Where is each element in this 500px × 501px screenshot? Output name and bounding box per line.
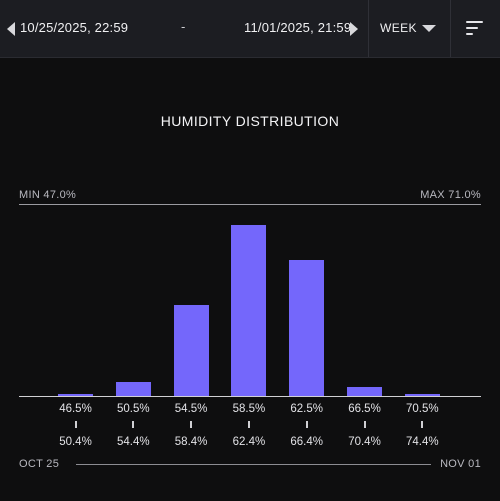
sort-icon-line-3 bbox=[466, 33, 473, 35]
histogram-bar[interactable] bbox=[173, 305, 209, 396]
bin-start-label: 46.5% bbox=[59, 403, 92, 415]
histogram-bar[interactable] bbox=[115, 382, 151, 396]
bin-tick bbox=[74, 421, 77, 428]
histogram-bar[interactable] bbox=[404, 394, 440, 396]
previous-range-icon[interactable] bbox=[7, 22, 15, 36]
bin-start-label: 66.5% bbox=[348, 403, 381, 415]
timeline-line bbox=[76, 464, 431, 465]
bin-tick bbox=[421, 421, 424, 428]
bin-end-label: 62.4% bbox=[232, 436, 266, 448]
max-line bbox=[19, 204, 481, 205]
top-toolbar: 10/25/2025, 22:59 - 11/01/2025, 21:59 WE… bbox=[0, 0, 500, 58]
histogram-bar[interactable] bbox=[289, 259, 325, 396]
bin-end-label: 58.4% bbox=[174, 436, 208, 448]
histogram-bar[interactable] bbox=[347, 387, 382, 396]
bin-tick bbox=[247, 421, 250, 428]
chart-baseline bbox=[19, 396, 481, 397]
next-range-icon[interactable] bbox=[350, 22, 358, 36]
bin-start-label: 62.5% bbox=[290, 403, 323, 415]
histogram-bar[interactable] bbox=[231, 224, 267, 396]
bin-end-label: 66.4% bbox=[290, 436, 323, 448]
period-label: WEEK bbox=[380, 21, 417, 35]
sort-icon-line-2 bbox=[466, 27, 478, 29]
start-date[interactable]: 10/25/2025, 22:59 bbox=[20, 20, 129, 35]
range-end-label: NOV 01 bbox=[440, 458, 481, 470]
sort-button[interactable] bbox=[451, 0, 500, 57]
bin-tick bbox=[363, 421, 366, 428]
bin-tick bbox=[132, 421, 135, 428]
period-dropdown[interactable]: WEEK bbox=[369, 0, 451, 57]
chart-title: HUMIDITY DISTRIBUTION bbox=[160, 113, 340, 129]
bin-start-label: 50.5% bbox=[116, 403, 150, 415]
min-label: MIN 47.0% bbox=[19, 189, 77, 201]
range-start-label: OCT 25 bbox=[19, 458, 60, 470]
range-separator: - bbox=[181, 19, 186, 34]
bin-start-label: 58.5% bbox=[232, 403, 266, 415]
bin-start-label: 54.5% bbox=[174, 403, 208, 415]
histogram-bar[interactable] bbox=[58, 394, 93, 396]
bin-end-label: 50.4% bbox=[59, 436, 92, 448]
bin-end-label: 54.4% bbox=[116, 436, 150, 448]
bin-start-label: 70.5% bbox=[405, 403, 439, 415]
bin-end-label: 70.4% bbox=[348, 436, 381, 448]
chevron-down-icon bbox=[422, 25, 436, 32]
bin-tick bbox=[190, 421, 193, 428]
end-date[interactable]: 11/01/2025, 21:59 bbox=[244, 20, 352, 35]
sort-icon-line-1 bbox=[466, 21, 483, 23]
bin-end-label: 74.4% bbox=[405, 436, 439, 448]
date-range-selector: 10/25/2025, 22:59 - 11/01/2025, 21:59 bbox=[0, 0, 369, 57]
max-label: MAX 71.0% bbox=[420, 189, 481, 201]
bin-tick bbox=[305, 421, 308, 428]
